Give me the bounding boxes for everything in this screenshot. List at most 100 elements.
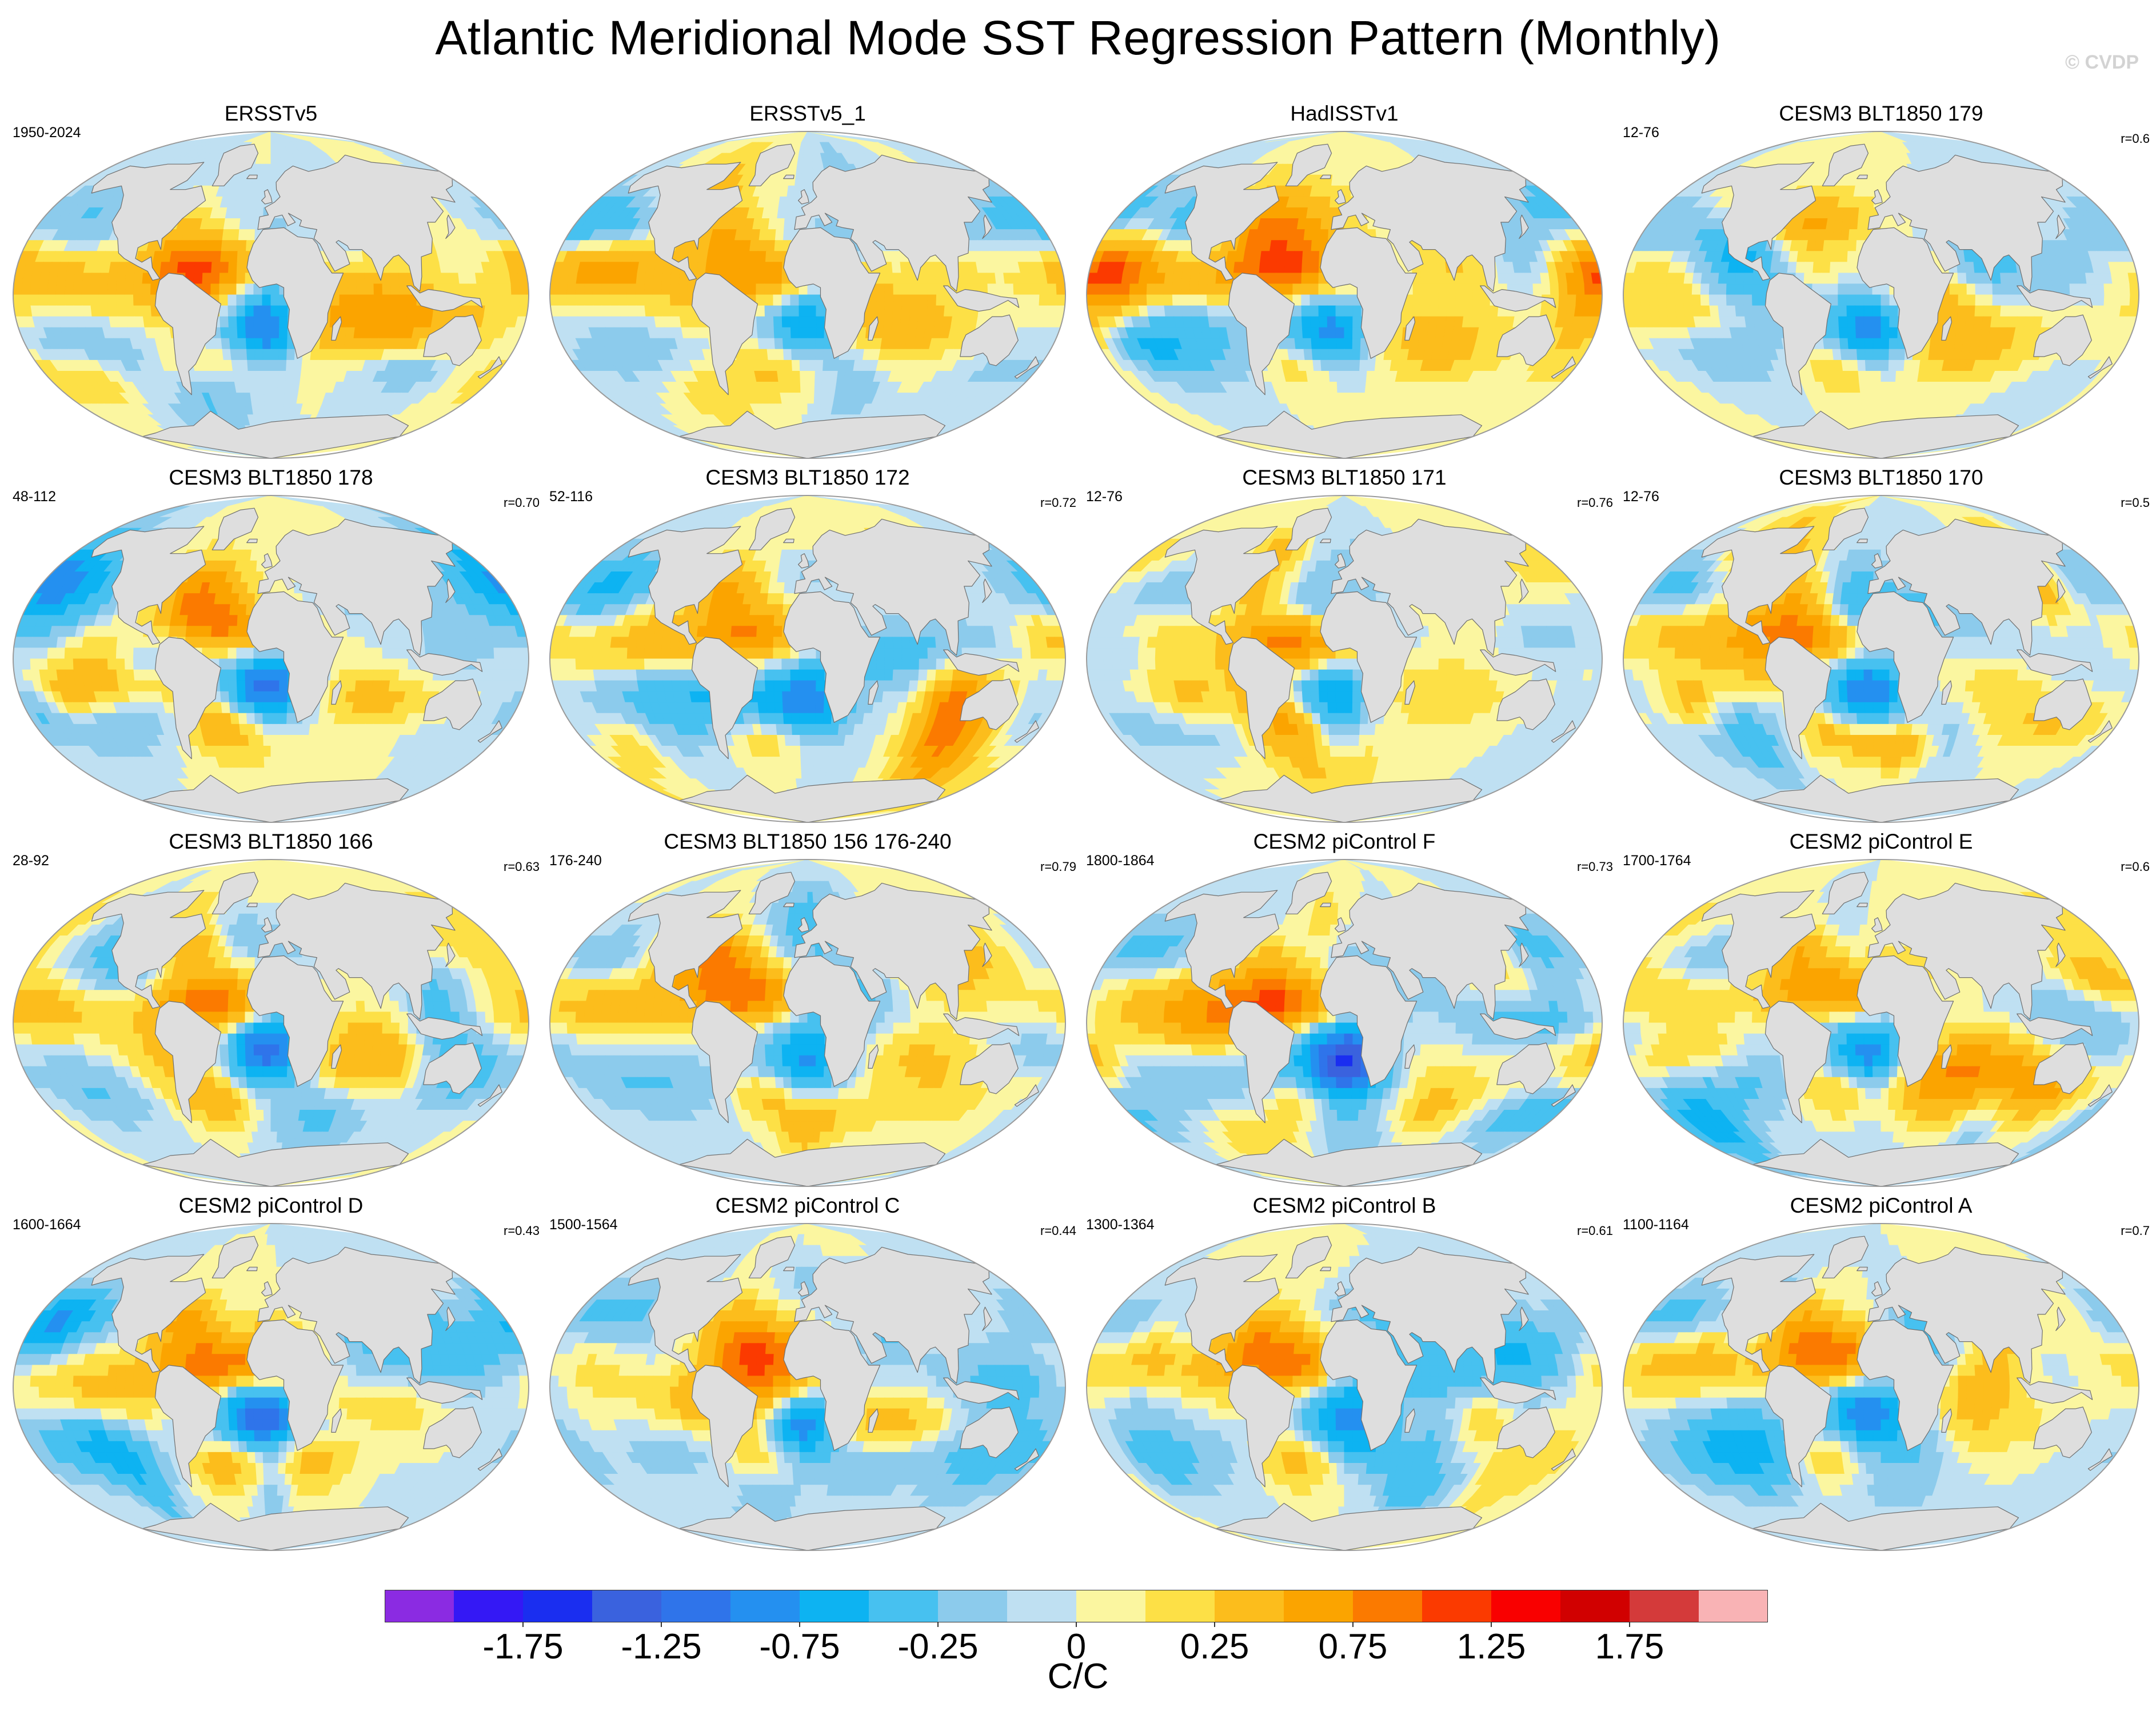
sst-cell [1575,294,1586,306]
sst-cell [1488,305,1499,317]
sst-cell [373,294,383,306]
sst-cell [1292,305,1303,317]
sst-cell [550,283,560,295]
sst-cell [558,294,568,306]
sst-cell [258,403,266,415]
sst-cell [227,316,238,328]
sst-cell [756,305,766,317]
landmass-japan [445,214,456,239]
sst-cell [584,294,594,306]
sst-cell [714,251,725,263]
sst-cell [1129,283,1139,295]
sst-cell [884,305,894,317]
sst-cell [1224,316,1236,328]
sst-cell [1558,283,1568,295]
sst-cell [245,283,254,295]
sst-cell [768,359,778,371]
sst-cell [493,294,504,306]
sst-cell [592,283,602,295]
sst-cell [756,262,766,274]
sst-cell [1309,305,1319,317]
sst-cell [263,371,272,382]
sst-cell [592,294,602,306]
sst-cell [960,273,971,285]
sst-cell [661,294,671,306]
sst-cell [1129,273,1140,285]
sst-cell [799,349,808,361]
sst-cell [730,262,741,274]
sst-cell [627,273,638,285]
sst-cell [133,294,143,306]
sst-cell [893,283,903,295]
sst-cell [1056,294,1065,306]
sst-cell [73,273,84,285]
sst-cell [230,229,240,241]
sst-cell [237,338,247,350]
sst-cell [800,393,808,405]
sst-cell [1592,283,1602,295]
sst-cell [747,273,757,285]
sst-cell [1301,283,1311,295]
sst-cell [485,294,495,306]
sst-cell [793,393,802,405]
sst-cell [1567,294,1577,306]
sst-cell [1303,338,1312,350]
sst-cell [1420,305,1431,317]
sst-cell [1445,316,1456,328]
sst-cell [749,338,760,350]
sst-cell [253,294,263,306]
sst-cell [653,305,664,317]
sst-cell [696,262,707,274]
sst-cell [757,338,768,350]
sst-cell [356,294,366,306]
sst-cell [1293,316,1303,328]
panel-grid: ERSSTv5 1950-2024 ERSSTv5_1 HadISSTv1 CESM3 … [13,102,2150,1551]
sst-cell [270,163,277,175]
sst-cell [246,349,255,361]
sst-cell [227,273,237,285]
sst-cell [476,283,486,295]
sst-cell [900,316,911,328]
sst-cell [1541,283,1551,295]
sst-cell [230,349,240,361]
sst-cell [133,273,144,285]
sst-cell [1428,316,1439,328]
sst-cell [1429,273,1439,285]
sst-cell [757,240,768,252]
sst-cell [1120,283,1131,295]
sst-cell [910,283,920,295]
sst-cell [773,316,783,328]
sst-cell [1337,174,1345,186]
sst-cell [741,240,752,252]
sst-cell [30,294,40,306]
sst-cell [1285,251,1295,263]
sst-cell [1497,273,1508,285]
sst-cell [558,283,568,295]
sst-cell [1321,371,1331,382]
sst-cell [891,316,902,328]
sst-cell [1428,262,1439,274]
sst-cell [739,262,749,274]
sst-cell [1276,251,1287,263]
sst-cell [115,294,126,306]
sst-cell [236,262,246,274]
sst-cell [64,294,74,306]
sst-cell [213,338,223,350]
sst-cell [1455,283,1466,295]
sst-cell [116,273,127,285]
sst-cell [1352,305,1362,317]
sst-cell [270,283,280,295]
sst-cell [807,349,816,361]
sst-cell [750,229,761,241]
sst-cell [1189,273,1200,285]
sst-cell [257,393,265,405]
sst-cell [1293,327,1304,339]
sst-cell [807,403,815,415]
sst-cell [1103,283,1113,295]
sst-cell [1303,229,1313,241]
sst-cell [1327,327,1337,339]
sst-cell [1344,349,1353,361]
sst-cell [807,338,817,350]
sst-cell [927,305,937,317]
sst-cell [807,371,816,382]
